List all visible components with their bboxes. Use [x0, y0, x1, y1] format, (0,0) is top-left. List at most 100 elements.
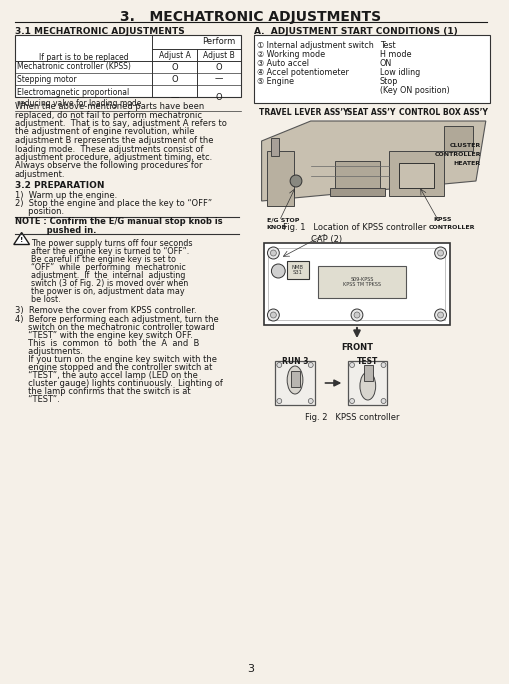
Text: adjustment.: adjustment.	[15, 170, 65, 179]
Circle shape	[350, 309, 362, 321]
Circle shape	[437, 250, 443, 256]
Circle shape	[380, 363, 385, 367]
Text: 3.2 PREPARATION: 3.2 PREPARATION	[15, 181, 104, 191]
Text: If you turn on the engine key switch with the: If you turn on the engine key switch wit…	[15, 354, 216, 363]
Text: Always observe the following procedures for: Always observe the following procedures …	[15, 161, 202, 170]
Text: be lost.: be lost.	[32, 295, 61, 304]
Text: “OFF”  while  performing  mechatronic: “OFF” while performing mechatronic	[32, 263, 186, 272]
Text: NMB
S31: NMB S31	[292, 265, 303, 276]
Circle shape	[271, 264, 285, 278]
Bar	[399, 163, 433, 188]
Text: RUN 3: RUN 3	[281, 357, 307, 366]
Text: Adjust A: Adjust A	[158, 51, 190, 60]
Text: 3.1 MECHATRONIC ADJUSTMENTS: 3.1 MECHATRONIC ADJUSTMENTS	[15, 27, 184, 36]
Circle shape	[270, 312, 276, 318]
Text: Low idling: Low idling	[379, 68, 419, 77]
Text: “TEST”, the auto accel lamp (LED on the: “TEST”, the auto accel lamp (LED on the	[15, 371, 197, 380]
Text: Fig. 2   KPSS controller: Fig. 2 KPSS controller	[304, 413, 399, 422]
Text: Test: Test	[379, 41, 394, 50]
Circle shape	[276, 399, 281, 404]
Text: “TEST” with the engine key switch OFF.: “TEST” with the engine key switch OFF.	[15, 330, 192, 339]
Bar	[443, 126, 472, 151]
Circle shape	[276, 363, 281, 367]
Circle shape	[267, 309, 279, 321]
Text: 3)  Remove the cover from KPSS controller.: 3) Remove the cover from KPSS controller…	[15, 306, 196, 315]
Text: CONTROL BOX ASS’Y: CONTROL BOX ASS’Y	[399, 108, 487, 117]
Text: Perform: Perform	[202, 38, 235, 47]
Ellipse shape	[287, 366, 302, 394]
Polygon shape	[14, 233, 30, 244]
Text: HEATER: HEATER	[453, 161, 480, 166]
Text: FRONT: FRONT	[341, 343, 372, 352]
Text: ④ Accel potentiometer: ④ Accel potentiometer	[256, 68, 348, 77]
Text: CLUSTER: CLUSTER	[449, 143, 480, 148]
Text: the adjustment of engine revolution, while: the adjustment of engine revolution, whi…	[15, 127, 194, 137]
Bar	[287, 261, 308, 279]
Text: KPSS: KPSS	[433, 217, 451, 222]
Bar	[268, 248, 445, 320]
Text: cluster gauge) lights continuously.  Lighting of: cluster gauge) lights continuously. Ligh…	[15, 378, 222, 388]
Text: KNOB: KNOB	[266, 225, 287, 230]
Ellipse shape	[359, 372, 375, 400]
Text: adjustments.: adjustments.	[15, 347, 82, 356]
Text: Mechatronic controller (KPSS): Mechatronic controller (KPSS)	[17, 62, 130, 72]
Text: O: O	[171, 75, 178, 83]
Circle shape	[267, 247, 279, 259]
Text: 3.   MECHATRONIC ADJUSTMENTS: 3. MECHATRONIC ADJUSTMENTS	[120, 10, 381, 24]
Text: 1)  Warm up the engine.: 1) Warm up the engine.	[15, 191, 117, 200]
Text: (Key ON position): (Key ON position)	[379, 86, 448, 95]
Text: adjustment procedure, adjustment timing, etc.: adjustment procedure, adjustment timing,…	[15, 153, 212, 162]
Text: E/G STOP: E/G STOP	[266, 217, 298, 222]
Circle shape	[270, 250, 276, 256]
Text: engine stopped and the controller switch at: engine stopped and the controller switch…	[15, 363, 212, 371]
Bar	[275, 361, 314, 405]
Text: TEST: TEST	[356, 357, 378, 366]
Text: Stop: Stop	[379, 77, 397, 86]
Text: When the above-mentioned parts have been: When the above-mentioned parts have been	[15, 102, 204, 111]
Text: Fig. 1   Location of KPSS controller: Fig. 1 Location of KPSS controller	[282, 223, 426, 232]
Bar	[335, 161, 379, 191]
Circle shape	[308, 363, 313, 367]
Bar	[363, 365, 372, 381]
Text: “TEST”.: “TEST”.	[15, 395, 60, 404]
Bar	[291, 371, 299, 387]
Circle shape	[290, 175, 301, 187]
Text: position.: position.	[15, 207, 64, 215]
Text: pushed in.: pushed in.	[15, 226, 96, 235]
Text: !: !	[20, 237, 23, 243]
Text: ② Working mode: ② Working mode	[256, 50, 324, 59]
Text: —: —	[214, 75, 222, 83]
Text: adjustment.  If  the  internal  adjusting: adjustment. If the internal adjusting	[32, 270, 185, 280]
Text: CONTROLLER: CONTROLLER	[428, 225, 474, 230]
Text: adjustment B represents the adjustment of the: adjustment B represents the adjustment o…	[15, 136, 213, 145]
Text: 4)  Before performing each adjustment, turn the: 4) Before performing each adjustment, tu…	[15, 315, 218, 324]
Polygon shape	[261, 121, 485, 201]
Bar	[266, 151, 294, 206]
Text: loading mode.  These adjustments consist of: loading mode. These adjustments consist …	[15, 144, 203, 153]
Bar	[263, 243, 449, 325]
Text: CAP (2): CAP (2)	[310, 235, 341, 244]
Text: CONTROLLER: CONTROLLER	[434, 152, 480, 157]
Text: adjustment.  That is to say, adjustment A refers to: adjustment. That is to say, adjustment A…	[15, 119, 226, 128]
Text: S09-KPSS
KPSS TM TPKSS: S09-KPSS KPSS TM TPKSS	[342, 276, 380, 287]
Text: This  is  common  to  both  the  A  and  B: This is common to both the A and B	[15, 339, 199, 347]
Bar	[253, 35, 489, 103]
Text: switch on the mechatronic controller toward: switch on the mechatronic controller tow…	[15, 322, 214, 332]
Circle shape	[437, 312, 443, 318]
Text: —: —	[170, 94, 178, 103]
Circle shape	[353, 312, 359, 318]
Circle shape	[349, 399, 354, 404]
Bar	[317, 266, 405, 298]
Text: ① Internal adjustment switch: ① Internal adjustment switch	[256, 41, 373, 50]
Text: SEAT ASS’Y: SEAT ASS’Y	[347, 108, 395, 117]
Text: The power supply turns off four seconds: The power supply turns off four seconds	[32, 239, 192, 248]
Text: O: O	[215, 94, 222, 103]
Circle shape	[380, 399, 385, 404]
Text: 3: 3	[247, 664, 254, 674]
Bar	[389, 151, 443, 196]
Text: replaced, do not fail to perform mechatronic: replaced, do not fail to perform mechatr…	[15, 111, 202, 120]
Text: A.  ADJUSTMENT START CONDITIONS (1): A. ADJUSTMENT START CONDITIONS (1)	[253, 27, 457, 36]
Circle shape	[434, 309, 445, 321]
Text: O: O	[215, 62, 222, 72]
Circle shape	[349, 363, 354, 367]
